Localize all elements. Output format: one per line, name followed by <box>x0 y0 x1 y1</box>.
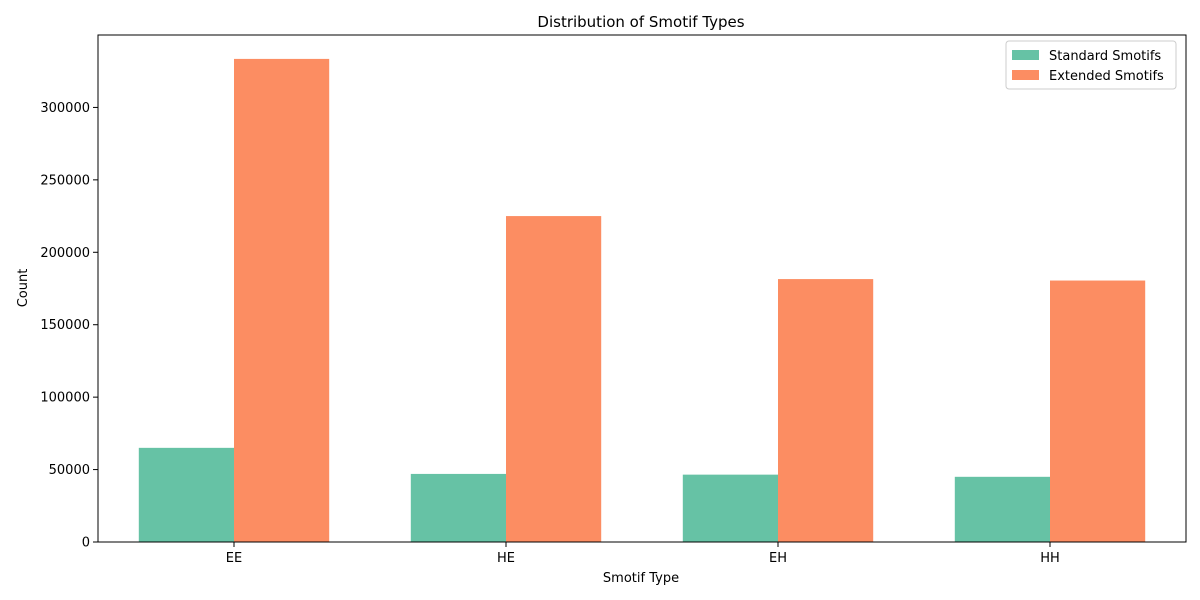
legend-label: Extended Smotifs <box>1049 69 1164 84</box>
x-axis: EE HE EH HH <box>226 542 1060 566</box>
y-axis-label: Count <box>16 269 31 308</box>
y-tick-label: 100000 <box>40 391 90 406</box>
legend-label: Standard Smotifs <box>1049 49 1161 64</box>
x-tick-label-ee: EE <box>226 551 242 566</box>
plot-area-frame <box>97 34 1187 543</box>
y-axis: 0 50000 100000 150000 200000 250000 300000 <box>40 101 98 551</box>
legend-swatch <box>1012 70 1039 80</box>
y-tick-label: 200000 <box>40 246 90 261</box>
legend-box <box>1005 40 1177 90</box>
x-axis-label: Smotif Type <box>603 571 679 586</box>
y-tick-label: 250000 <box>40 173 90 188</box>
bar-standard-smotifs-ee <box>138 447 234 542</box>
y-tick-label: 150000 <box>40 318 90 333</box>
y-tick-label: 300000 <box>40 101 90 116</box>
x-tick-label-he: HE <box>497 551 515 566</box>
y-tick-label: 50000 <box>49 463 90 478</box>
x-tick-label-hh: HH <box>1040 551 1060 566</box>
bar-extended-smotifs-eh <box>778 279 874 542</box>
bar-standard-smotifs-he <box>410 473 506 542</box>
legend: Standard Smotifs Extended Smotifs <box>1005 40 1177 90</box>
chart-title: Distribution of Smotif Types <box>537 13 744 31</box>
bar-standard-smotifs-hh <box>954 476 1050 542</box>
bar-standard-smotifs-eh <box>682 474 778 542</box>
bar-extended-smotifs-ee <box>234 58 330 542</box>
y-tick-label: 0 <box>82 536 90 551</box>
bar-extended-smotifs-he <box>506 216 602 543</box>
x-tick-label-eh: EH <box>769 551 787 566</box>
bar-extended-smotifs-hh <box>1050 280 1146 542</box>
bars <box>138 58 1146 543</box>
legend-swatch <box>1012 50 1039 60</box>
